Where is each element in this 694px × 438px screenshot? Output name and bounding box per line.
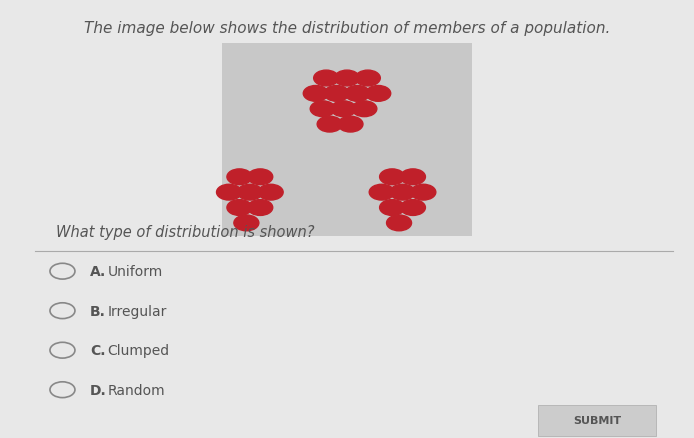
FancyBboxPatch shape <box>538 405 656 436</box>
Text: A.: A. <box>90 265 106 279</box>
Circle shape <box>345 86 370 102</box>
Circle shape <box>248 170 273 185</box>
Circle shape <box>258 185 283 201</box>
Text: Random: Random <box>108 383 165 397</box>
Text: B.: B. <box>90 304 106 318</box>
Text: C.: C. <box>90 343 105 357</box>
Circle shape <box>352 102 377 117</box>
Text: SUBMIT: SUBMIT <box>573 416 621 425</box>
Circle shape <box>380 200 405 216</box>
Circle shape <box>400 170 425 185</box>
Circle shape <box>217 185 242 201</box>
Circle shape <box>317 117 342 133</box>
Circle shape <box>366 86 391 102</box>
Circle shape <box>387 215 412 231</box>
Circle shape <box>237 185 262 201</box>
Circle shape <box>369 185 394 201</box>
Circle shape <box>411 185 436 201</box>
Circle shape <box>227 170 252 185</box>
Circle shape <box>234 215 259 231</box>
Circle shape <box>338 117 363 133</box>
Text: What type of distribution is shown?: What type of distribution is shown? <box>56 225 314 240</box>
Text: Uniform: Uniform <box>108 265 163 279</box>
Circle shape <box>314 71 339 87</box>
Circle shape <box>324 86 349 102</box>
Circle shape <box>248 200 273 216</box>
Circle shape <box>331 102 356 117</box>
Circle shape <box>227 200 252 216</box>
Circle shape <box>390 185 415 201</box>
Circle shape <box>303 86 328 102</box>
Circle shape <box>380 170 405 185</box>
Circle shape <box>355 71 380 87</box>
FancyBboxPatch shape <box>222 44 472 237</box>
Circle shape <box>400 200 425 216</box>
Text: Irregular: Irregular <box>108 304 167 318</box>
Circle shape <box>310 102 335 117</box>
Text: D.: D. <box>90 383 107 397</box>
Circle shape <box>335 71 359 87</box>
Text: The image below shows the distribution of members of a population.: The image below shows the distribution o… <box>84 21 610 36</box>
Text: Clumped: Clumped <box>108 343 170 357</box>
